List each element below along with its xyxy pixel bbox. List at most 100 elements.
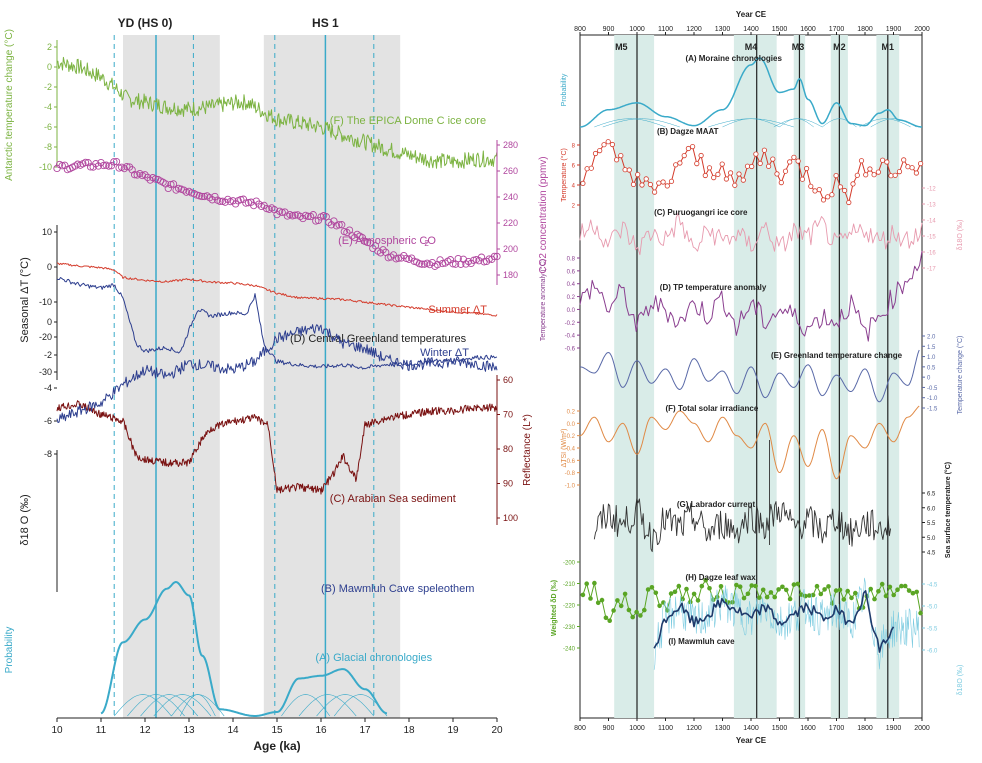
co2-point <box>141 171 149 179</box>
dagze-point <box>664 183 670 189</box>
leafwax-point <box>718 584 724 589</box>
dagze-point <box>727 170 734 176</box>
co2-point <box>363 238 372 247</box>
leafwax-point <box>645 587 651 592</box>
leafwax-point <box>872 596 877 602</box>
co2-point <box>130 171 139 179</box>
dagze-point <box>757 160 763 166</box>
tp-tick-label: 0.0 <box>567 308 576 314</box>
antarctic-axis-label: Antarctic temperature change (°C) <box>4 29 15 181</box>
moraine-thin-curve-1 <box>602 118 680 128</box>
dagze-point <box>673 162 679 168</box>
tp-tick-label: 0.8 <box>567 257 576 263</box>
greenland-r-tick-label: -0.5 <box>927 386 938 392</box>
co2-point <box>61 161 69 169</box>
dagze-point <box>913 170 920 176</box>
co2-point <box>397 254 405 262</box>
x-tick-label: 18 <box>403 725 415 736</box>
series-label-cave: (I) Mawmluh cave <box>668 637 735 646</box>
dagze-point <box>799 176 806 182</box>
co2-point <box>180 186 188 194</box>
leafwax-point <box>787 596 793 602</box>
co2-point <box>167 180 175 189</box>
series-label-co2: (E) Atmospheric CO <box>338 235 436 247</box>
co2-point <box>99 161 108 170</box>
series-moraine-line <box>579 57 922 128</box>
x-tick-label: 16 <box>315 725 327 736</box>
leafwax-point <box>910 590 916 596</box>
seasonal-axis-label: Seasonal ΔT (°C) <box>19 257 31 343</box>
dagze-tick-label: 2 <box>572 204 576 210</box>
antarctic-tick-label: -10 <box>39 162 52 172</box>
puruogangri-tick-label: -17 <box>927 267 936 273</box>
dagze-point <box>778 180 784 186</box>
seasonal-tick-label: 10 <box>42 227 52 237</box>
leafwax-point <box>638 613 643 618</box>
glacial-thin-curve-3 <box>153 694 212 717</box>
dagze-point <box>609 141 616 148</box>
dagze-point <box>782 168 789 174</box>
leafwax-point <box>615 598 620 603</box>
series-label-winter: Winter ΔT <box>420 347 469 359</box>
co2-point <box>449 260 457 268</box>
right-bottom-tick-label: 1900 <box>886 725 902 732</box>
antarctic-tick-label: 0 <box>47 62 52 72</box>
co2-point <box>436 256 444 264</box>
co2-point <box>379 246 387 254</box>
right-top-axis-label: Year CE <box>736 10 767 19</box>
leafwax-point <box>630 614 635 620</box>
right-shaded-interval-1 <box>733 35 777 718</box>
leafwax-point <box>807 593 812 598</box>
series-labrador-line <box>593 498 892 553</box>
tp-tick-label: -0.2 <box>565 321 576 327</box>
dagze-point <box>605 139 611 145</box>
top-label-hs1: HS 1 <box>312 16 339 30</box>
leafwax-point <box>833 588 839 593</box>
cave-tick-label: -5.0 <box>927 605 938 611</box>
leafwax-point <box>618 603 624 609</box>
x-tick-label: 11 <box>96 725 107 736</box>
co2-point <box>224 195 232 204</box>
dagze-point <box>702 172 708 179</box>
dagze-point <box>660 179 666 185</box>
series-label-moraine: (A) Moraine chronologies <box>685 54 782 63</box>
tsi-tick-label: 0.2 <box>567 410 576 416</box>
right-bottom-tick-label: 800 <box>574 725 586 732</box>
co2-point <box>146 176 154 184</box>
right-top-tick-label: 1600 <box>800 26 816 33</box>
reflectance-tick-label: 70 <box>503 410 513 420</box>
co2-point <box>493 252 501 261</box>
dagze-point <box>689 144 696 150</box>
dagze-point <box>761 147 768 153</box>
dagze-point <box>871 172 877 178</box>
dagze-point <box>719 161 725 167</box>
leafwax-point <box>780 584 785 590</box>
moraine-label-M2: M2 <box>833 42 846 52</box>
right-top-tick-label: 1700 <box>829 26 845 33</box>
leafwax-point <box>879 581 885 587</box>
dagze-point <box>863 172 869 178</box>
leafwax-point <box>795 581 801 587</box>
dagze-point <box>892 172 898 178</box>
co2-axis-label: CO2 concentration (ppmv) <box>538 156 549 273</box>
leafwax-point <box>887 584 893 590</box>
dagze-point <box>850 181 856 187</box>
dagze-point <box>765 163 772 169</box>
co2-point <box>338 221 346 229</box>
moraine-axis-label: Probability <box>561 73 568 106</box>
leafwax-point <box>814 583 820 589</box>
dagze-point <box>829 192 835 198</box>
series-label-mawmluh: (B) Mawmluh Cave speleothem <box>321 583 474 595</box>
series-label-dagze: (B) Dagze MAAT <box>657 127 719 136</box>
dagze-point <box>846 199 852 206</box>
dagze-point <box>588 165 594 171</box>
leafwax-point <box>784 587 789 593</box>
leafwax-point <box>902 583 908 589</box>
dagze-point <box>597 148 603 154</box>
series-puruogangri-line <box>579 212 923 256</box>
leafwax-point <box>918 610 923 616</box>
co2-point <box>304 212 312 220</box>
leafwax-point <box>672 589 678 595</box>
right-top-tick-label: 900 <box>603 26 615 33</box>
co2-point <box>325 218 333 227</box>
